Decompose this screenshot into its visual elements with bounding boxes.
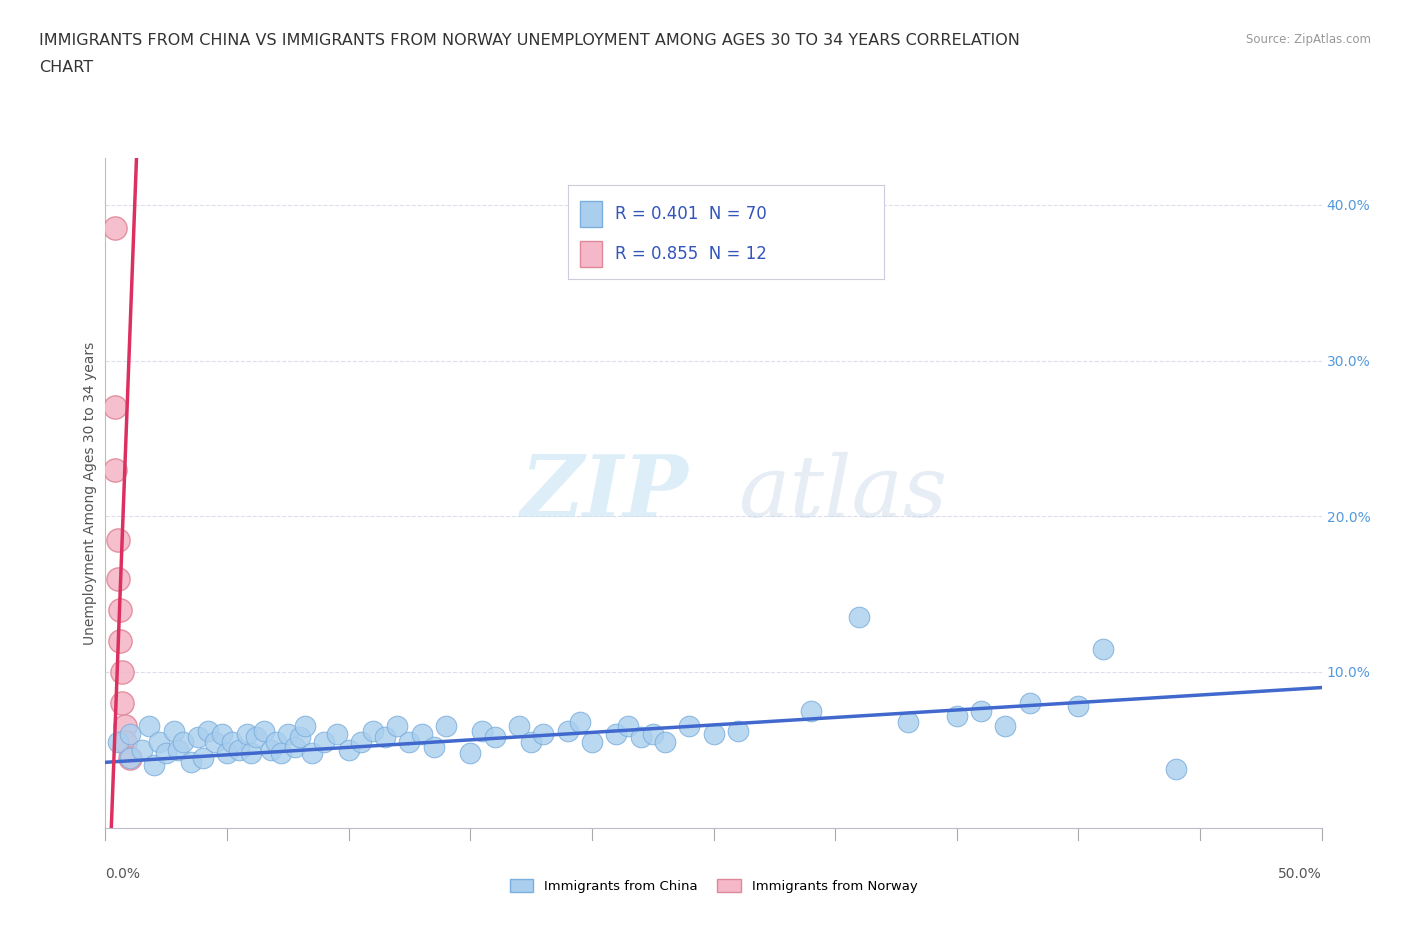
- Point: [270, 746, 292, 761]
- Point: [108, 603, 131, 618]
- Point: [204, 735, 226, 750]
- Text: atlas: atlas: [738, 452, 948, 534]
- Point: [211, 727, 233, 742]
- Point: [897, 714, 920, 729]
- Point: [118, 751, 141, 765]
- Point: [191, 751, 214, 765]
- Point: [654, 735, 676, 750]
- Point: [264, 735, 287, 750]
- Point: [325, 727, 347, 742]
- Point: [1091, 641, 1114, 656]
- Point: [180, 755, 202, 770]
- Point: [1018, 696, 1040, 711]
- Point: [508, 719, 530, 734]
- Point: [162, 724, 184, 738]
- Text: R = 0.855  N = 12: R = 0.855 N = 12: [614, 246, 766, 263]
- Point: [197, 724, 219, 738]
- Point: [314, 735, 336, 750]
- Point: [107, 735, 129, 750]
- Point: [374, 730, 396, 745]
- Point: [531, 727, 554, 742]
- Point: [1164, 761, 1187, 776]
- Point: [221, 735, 243, 750]
- Point: [288, 730, 311, 745]
- Point: [337, 742, 360, 757]
- Point: [617, 719, 640, 734]
- Text: 0.0%: 0.0%: [105, 867, 141, 881]
- Point: [111, 696, 134, 711]
- Point: [484, 730, 506, 745]
- Point: [678, 719, 700, 734]
- Bar: [581, 201, 602, 227]
- Text: R = 0.401  N = 70: R = 0.401 N = 70: [614, 205, 766, 223]
- Point: [167, 742, 190, 757]
- Point: [605, 727, 627, 742]
- Point: [260, 742, 283, 757]
- Y-axis label: Unemployment Among Ages 30 to 34 years: Unemployment Among Ages 30 to 34 years: [83, 341, 97, 644]
- Point: [172, 735, 194, 750]
- Legend: Immigrants from China, Immigrants from Norway: Immigrants from China, Immigrants from N…: [505, 873, 922, 898]
- Point: [800, 703, 823, 718]
- Point: [155, 746, 177, 761]
- Point: [945, 708, 967, 723]
- Text: ZIP: ZIP: [522, 451, 689, 535]
- Point: [104, 400, 127, 415]
- Point: [104, 462, 127, 477]
- Point: [252, 724, 274, 738]
- Point: [284, 739, 307, 754]
- Point: [630, 730, 652, 745]
- Point: [138, 719, 160, 734]
- Point: [411, 727, 433, 742]
- Point: [471, 724, 494, 738]
- Point: [994, 719, 1017, 734]
- Point: [143, 758, 166, 773]
- Point: [568, 714, 591, 729]
- Point: [107, 571, 129, 586]
- Point: [217, 746, 239, 761]
- Point: [398, 735, 420, 750]
- Point: [458, 746, 481, 761]
- Point: [148, 735, 170, 750]
- Point: [107, 532, 129, 547]
- Point: [387, 719, 409, 734]
- Text: 50.0%: 50.0%: [1278, 867, 1322, 881]
- Point: [557, 724, 579, 738]
- Point: [111, 665, 134, 680]
- Point: [702, 727, 725, 742]
- Point: [848, 610, 870, 625]
- Point: [301, 746, 323, 761]
- Point: [423, 739, 446, 754]
- Point: [108, 633, 131, 648]
- Point: [434, 719, 457, 734]
- Point: [187, 730, 209, 745]
- Text: IMMIGRANTS FROM CHINA VS IMMIGRANTS FROM NORWAY UNEMPLOYMENT AMONG AGES 30 TO 34: IMMIGRANTS FROM CHINA VS IMMIGRANTS FROM…: [39, 33, 1021, 47]
- Point: [104, 220, 127, 235]
- Bar: [581, 241, 602, 268]
- Text: Source: ZipAtlas.com: Source: ZipAtlas.com: [1246, 33, 1371, 46]
- Point: [1067, 698, 1090, 713]
- Point: [114, 735, 136, 750]
- Point: [641, 727, 664, 742]
- Point: [245, 730, 267, 745]
- Point: [277, 727, 299, 742]
- Point: [361, 724, 384, 738]
- Point: [118, 751, 141, 765]
- Text: CHART: CHART: [39, 60, 93, 75]
- Point: [970, 703, 993, 718]
- Point: [727, 724, 749, 738]
- Point: [350, 735, 373, 750]
- Point: [581, 735, 603, 750]
- Point: [228, 742, 250, 757]
- Point: [118, 727, 141, 742]
- Point: [294, 719, 316, 734]
- Point: [240, 746, 263, 761]
- Point: [114, 719, 136, 734]
- Point: [235, 727, 257, 742]
- Point: [520, 735, 543, 750]
- Point: [131, 742, 153, 757]
